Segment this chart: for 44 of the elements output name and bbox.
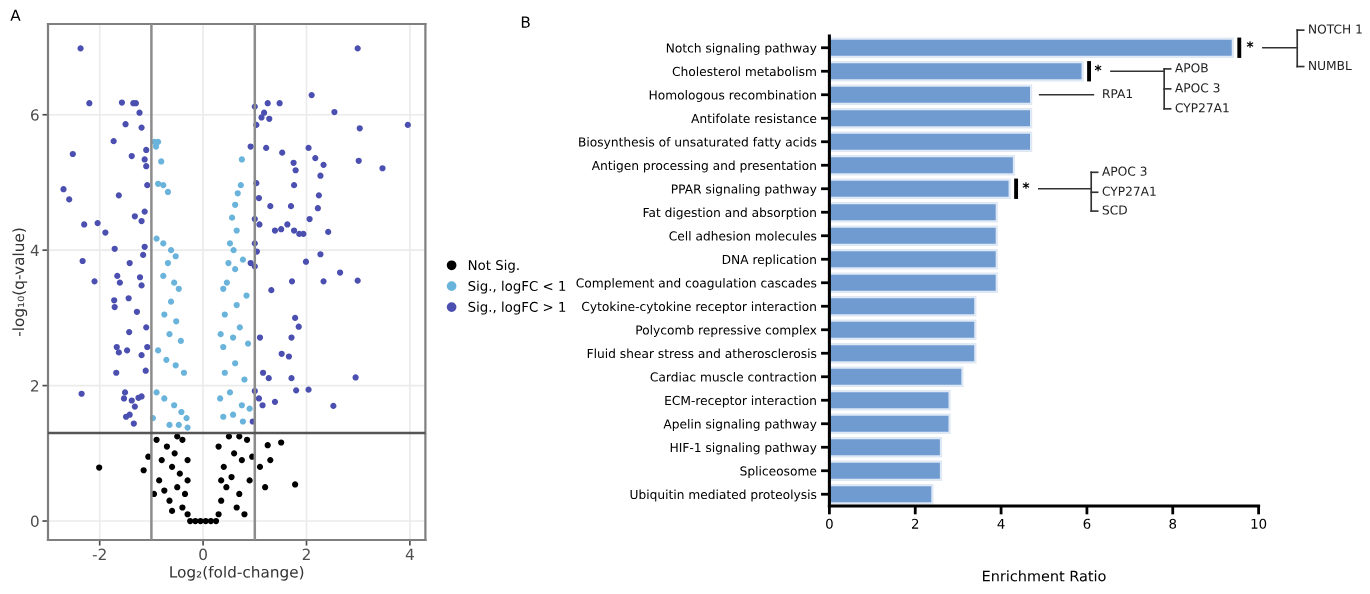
point xyxy=(238,456,245,464)
point xyxy=(267,456,274,464)
point xyxy=(174,433,181,440)
point xyxy=(215,511,222,518)
point xyxy=(278,439,285,446)
point xyxy=(187,517,194,525)
point xyxy=(215,443,222,450)
point xyxy=(161,487,168,494)
point xyxy=(158,456,165,464)
point xyxy=(236,433,243,440)
point xyxy=(212,517,220,525)
point xyxy=(176,470,183,477)
point xyxy=(181,490,189,498)
point xyxy=(218,497,225,504)
point xyxy=(179,436,186,443)
point xyxy=(264,442,271,449)
point xyxy=(96,464,103,471)
point xyxy=(228,473,235,481)
point xyxy=(184,456,191,464)
point xyxy=(231,450,238,457)
point xyxy=(184,511,191,518)
point xyxy=(241,511,248,518)
point xyxy=(243,436,251,443)
point xyxy=(218,477,225,484)
point xyxy=(292,481,299,488)
point xyxy=(156,477,163,484)
point xyxy=(179,504,186,511)
point xyxy=(220,463,227,470)
point xyxy=(163,443,171,450)
point xyxy=(184,477,191,484)
point xyxy=(207,517,214,525)
point xyxy=(168,463,176,470)
point xyxy=(236,490,243,498)
point xyxy=(256,463,264,470)
point xyxy=(262,484,269,491)
point xyxy=(168,507,176,514)
point xyxy=(174,484,181,491)
point xyxy=(153,436,160,443)
point xyxy=(223,484,230,491)
point xyxy=(233,504,240,511)
point xyxy=(166,497,173,504)
point xyxy=(171,450,178,457)
point xyxy=(140,467,147,474)
point xyxy=(246,477,253,484)
